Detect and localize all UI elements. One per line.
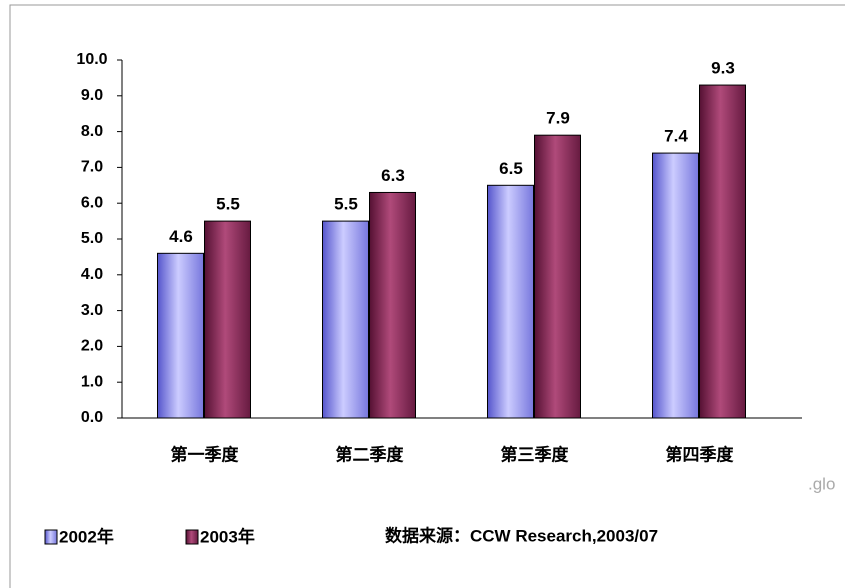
y-tick-label: 8.0 [81, 123, 103, 140]
value-label: 4.6 [169, 227, 193, 246]
bar [369, 191, 416, 419]
bar [487, 184, 534, 419]
y-tick-label: 6.0 [81, 194, 103, 211]
x-tick-label: 第四季度 [666, 444, 735, 464]
bar [534, 134, 581, 419]
value-label: 5.5 [334, 195, 358, 214]
y-tick-label: 9.0 [81, 87, 103, 104]
y-tick-label: 5.0 [81, 230, 103, 247]
x-tick-label: 第二季度 [336, 444, 405, 464]
value-label: 5.5 [216, 195, 240, 214]
bar [157, 252, 204, 419]
legend-label: 2003年 [200, 526, 255, 546]
x-tick-label: 第一季度 [171, 444, 240, 464]
y-tick-label: 3.0 [81, 302, 103, 319]
legend-label: 2002年 [59, 526, 114, 546]
source: 数据来源：CCW Research,2003/07 [385, 525, 658, 545]
value-label: 6.5 [499, 159, 523, 178]
legend-swatch [185, 529, 199, 545]
y-tick-label: 2.0 [81, 338, 103, 355]
bar [652, 152, 699, 419]
bar [322, 220, 369, 419]
value-label: 7.4 [664, 127, 688, 146]
legend-swatch [44, 529, 58, 545]
y-tick-label: 1.0 [81, 373, 103, 390]
y-tick-label: 10.0 [76, 51, 107, 68]
value-label: 6.3 [381, 166, 405, 185]
watermark: .glo [808, 474, 835, 493]
x-tick-label: 第三季度 [501, 444, 570, 464]
value-label: 9.3 [711, 59, 735, 78]
frame [9, 4, 845, 588]
y-tick-label: 0.0 [81, 409, 103, 426]
y-tick-label: 4.0 [81, 266, 103, 283]
y-tick-label: 7.0 [81, 159, 103, 176]
bar [204, 220, 251, 419]
bar [699, 84, 746, 419]
value-label: 7.9 [546, 109, 570, 128]
